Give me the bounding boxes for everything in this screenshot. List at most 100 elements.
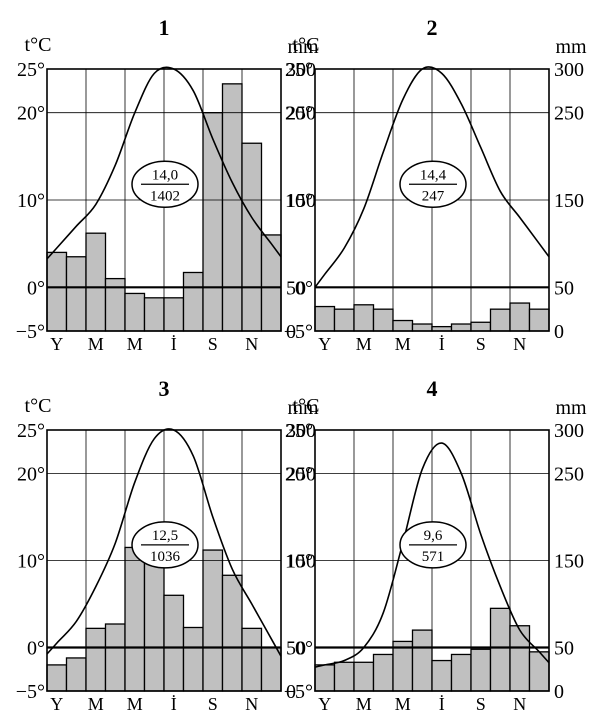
month-label: S: [208, 334, 218, 354]
precip-bar: [509, 625, 531, 692]
precip-tick-label: 0: [286, 321, 296, 343]
month-label: M: [356, 694, 372, 713]
precip-unit-label: mm: [287, 36, 319, 58]
month-label: Y: [318, 694, 331, 713]
month-label: Y: [50, 334, 63, 354]
precip-bar: [182, 626, 204, 692]
temp-tick-label: 0°: [295, 638, 313, 660]
precip-tick-label: 300: [286, 420, 316, 442]
plot-frame: [314, 68, 550, 332]
precip-bar: [241, 142, 263, 332]
precip-bar: [163, 594, 185, 692]
month-label: N: [245, 334, 258, 354]
precip-tick-label: 0: [554, 321, 564, 343]
temp-tick-label: 20°: [285, 464, 313, 486]
precip-tick-label: 250: [554, 103, 584, 125]
temp-tick-label: −5°: [16, 321, 45, 343]
temp-tick-label: 20°: [17, 464, 45, 486]
precip-tick-label: 50: [286, 638, 306, 660]
precip-tick-label: 150: [554, 551, 584, 573]
precip-tick-label: 150: [286, 190, 316, 212]
precip-tick-label: 0: [554, 681, 564, 703]
precip-bar: [411, 629, 433, 692]
precip-bar: [202, 549, 224, 692]
precip-bar: [124, 292, 146, 332]
month-label: M: [88, 334, 104, 354]
temp-tick-label: 0°: [27, 277, 45, 299]
annual-mean-temp: 12,5: [152, 528, 178, 544]
precip-bar: [104, 623, 126, 692]
temp-unit-label: t°C: [293, 395, 320, 417]
precip-bar: [221, 574, 243, 692]
precip-bar: [489, 607, 511, 692]
panel-title: 3: [159, 376, 170, 401]
precip-tick-label: 300: [554, 59, 584, 81]
precip-bar: [509, 302, 531, 332]
precip-bar: [333, 308, 355, 332]
precip-bar: [489, 308, 511, 332]
precip-unit-label: mm: [287, 397, 319, 419]
precip-bar: [260, 234, 282, 332]
precip-tick-label: 50: [554, 638, 574, 660]
precip-bar: [163, 297, 185, 332]
month-label: S: [476, 694, 486, 713]
precip-tick-label: 0: [286, 681, 296, 703]
temp-tick-label: 20°: [285, 103, 313, 125]
temp-tick-label: 20°: [17, 103, 45, 125]
precip-tick-label: 250: [286, 103, 316, 125]
precip-bar: [46, 251, 68, 332]
month-label: İ: [171, 334, 177, 354]
annual-precip: 247: [422, 188, 445, 204]
month-label: Y: [318, 334, 331, 354]
month-label: M: [395, 694, 411, 713]
precip-bar: [372, 653, 394, 692]
temp-tick-label: 25°: [17, 420, 45, 442]
precip-bar: [65, 256, 87, 332]
annual-precip: 1036: [150, 549, 181, 565]
precip-bar: [528, 308, 550, 332]
temperature-curve: [46, 428, 282, 657]
month-label: N: [245, 694, 258, 713]
precip-bar: [314, 664, 336, 692]
precip-tick-label: 50: [286, 277, 306, 299]
temp-tick-label: −5°: [284, 321, 313, 343]
precip-bar: [202, 112, 224, 332]
temp-tick-label: 25°: [285, 420, 313, 442]
precip-bar: [85, 627, 107, 692]
temp-tick-label: 25°: [17, 59, 45, 81]
month-label: S: [476, 334, 486, 354]
precip-bar: [143, 553, 165, 692]
temp-tick-label: 10°: [17, 551, 45, 573]
temp-tick-label: 25°: [285, 59, 313, 81]
month-label: M: [88, 694, 104, 713]
temperature-curve: [314, 66, 550, 288]
temp-unit-label: t°C: [25, 395, 52, 417]
temp-tick-label: 0°: [295, 277, 313, 299]
month-label: S: [208, 694, 218, 713]
annual-mean-temp: 14,4: [420, 167, 447, 183]
precip-bar: [182, 271, 204, 332]
temp-tick-label: −5°: [16, 681, 45, 703]
precip-bar: [450, 653, 472, 692]
precip-unit-label: mm: [555, 397, 587, 419]
precip-bar: [392, 319, 414, 332]
precip-bar: [353, 661, 375, 692]
precip-tick-label: 250: [286, 464, 316, 486]
panel-title: 2: [427, 15, 438, 40]
precip-bar: [241, 627, 263, 692]
precip-tick-label: 300: [554, 420, 584, 442]
precip-tick-label: 250: [554, 464, 584, 486]
precip-tick-label: 300: [286, 59, 316, 81]
month-label: Y: [50, 694, 63, 713]
precip-bar: [470, 648, 492, 692]
precip-bar: [333, 661, 355, 692]
temp-unit-label: t°C: [25, 34, 52, 56]
temperature-curve: [46, 66, 282, 260]
precip-bar: [260, 646, 282, 692]
month-label: İ: [439, 694, 445, 713]
plot-frame: [46, 68, 282, 332]
month-label: M: [356, 334, 372, 354]
precip-bar: [124, 546, 146, 692]
precip-bar: [450, 323, 472, 332]
